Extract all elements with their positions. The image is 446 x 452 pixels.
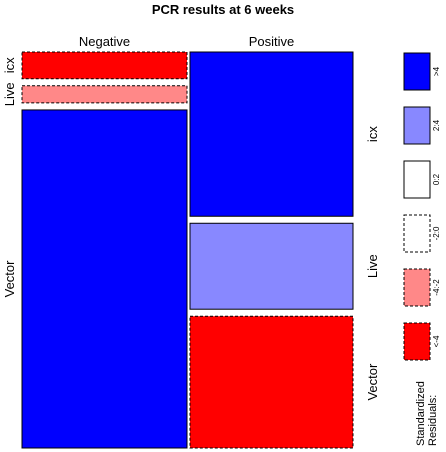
cell-positive-live (189, 222, 354, 310)
column-labels: Negative Positive (79, 34, 294, 49)
row-label-positive-icx: icx (365, 126, 380, 142)
row-label-positive-vector: Vector (365, 363, 380, 401)
row-label-negative-live: Live (2, 82, 17, 106)
mosaic-cells (21, 51, 354, 449)
legend-swatch-5 (403, 322, 431, 361)
residual-legend: >4 2:4 0:2 -2:0 -4:-2 <-4 (403, 52, 441, 361)
legend-title: StandardizedResiduals: (415, 381, 439, 446)
legend-swatch-3 (403, 214, 431, 253)
legend-swatch-1 (403, 106, 431, 145)
row-label-negative-icx: icx (2, 57, 17, 73)
legend-swatch-2 (403, 160, 431, 199)
row-label-negative-vector: Vector (2, 260, 17, 298)
chart-title: PCR results at 6 weeks (152, 2, 294, 17)
column-label-positive: Positive (249, 34, 295, 49)
legend-title-line-0: Standardized (415, 381, 427, 446)
legend-label-4: -4:-2 (432, 279, 441, 296)
cell-negative-icx (21, 51, 188, 80)
legend-title-line-1: Residuals: (427, 395, 439, 446)
cell-positive-vector (189, 315, 354, 449)
legend-label-1: 2:4 (432, 119, 441, 131)
column-label-negative: Negative (79, 34, 130, 49)
cell-positive-icx (189, 51, 354, 217)
legend-label-5: <-4 (432, 335, 441, 347)
cell-negative-vector (21, 109, 188, 449)
legend-label-2: 0:2 (432, 173, 441, 185)
legend-label-3: -2:0 (432, 226, 441, 240)
row-label-positive-live: Live (365, 254, 380, 278)
legend-swatch-0 (403, 52, 431, 91)
legend-swatch-4 (403, 268, 431, 307)
cell-negative-live (21, 85, 188, 104)
legend-label-0: >4 (432, 66, 441, 76)
row-labels: icx Live Vector icx Live Vector (2, 57, 380, 401)
